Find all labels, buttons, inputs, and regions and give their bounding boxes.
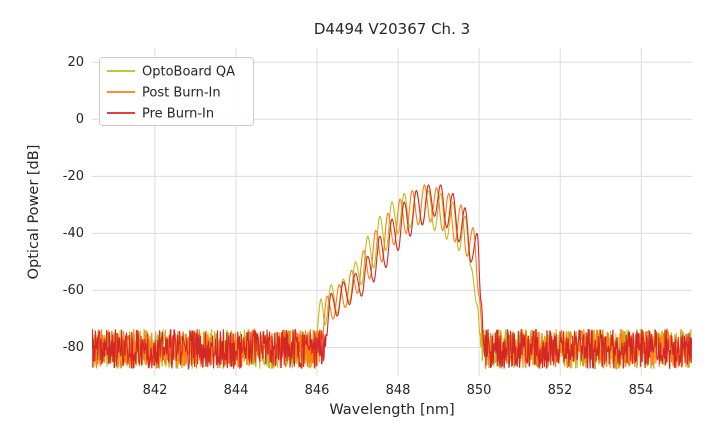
x-tick-label: 846 xyxy=(305,383,330,398)
y-axis-tick-labels: 20 0 -20 -40 -60 -80 xyxy=(63,55,84,355)
legend-item: OptoBoard QA xyxy=(107,65,235,80)
x-tick-label: 854 xyxy=(629,383,654,398)
y-axis-title: Optical Power [dB] xyxy=(26,145,42,280)
legend: OptoBoard QA Post Burn-In Pre Burn-In xyxy=(99,57,254,126)
series-pre-burn-in xyxy=(92,184,692,371)
y-tick-label: -80 xyxy=(63,340,84,355)
y-tick-label: -40 xyxy=(63,226,84,241)
series-layer xyxy=(92,184,692,371)
legend-label: Post Burn-In xyxy=(142,86,221,101)
y-tick-label: -60 xyxy=(63,283,84,298)
legend-box xyxy=(99,57,254,126)
x-tick-label: 850 xyxy=(467,383,492,398)
x-tick-label: 852 xyxy=(548,383,573,398)
x-axis-title: Wavelength [nm] xyxy=(329,402,454,418)
x-axis-tick-labels: 842 844 846 848 850 852 854 xyxy=(143,383,654,398)
y-tick-label: 0 xyxy=(76,112,84,127)
x-tick-label: 842 xyxy=(143,383,168,398)
chart-title: D4494 V20367 Ch. 3 xyxy=(314,20,470,38)
x-tick-label: 848 xyxy=(386,383,411,398)
legend-item: Post Burn-In xyxy=(107,86,221,101)
legend-label: Pre Burn-In xyxy=(142,107,214,122)
x-tick-label: 844 xyxy=(224,383,249,398)
y-tick-label: 20 xyxy=(67,55,84,70)
legend-item: Pre Burn-In xyxy=(107,107,214,122)
legend-label: OptoBoard QA xyxy=(142,65,235,80)
y-tick-label: -20 xyxy=(63,169,84,184)
